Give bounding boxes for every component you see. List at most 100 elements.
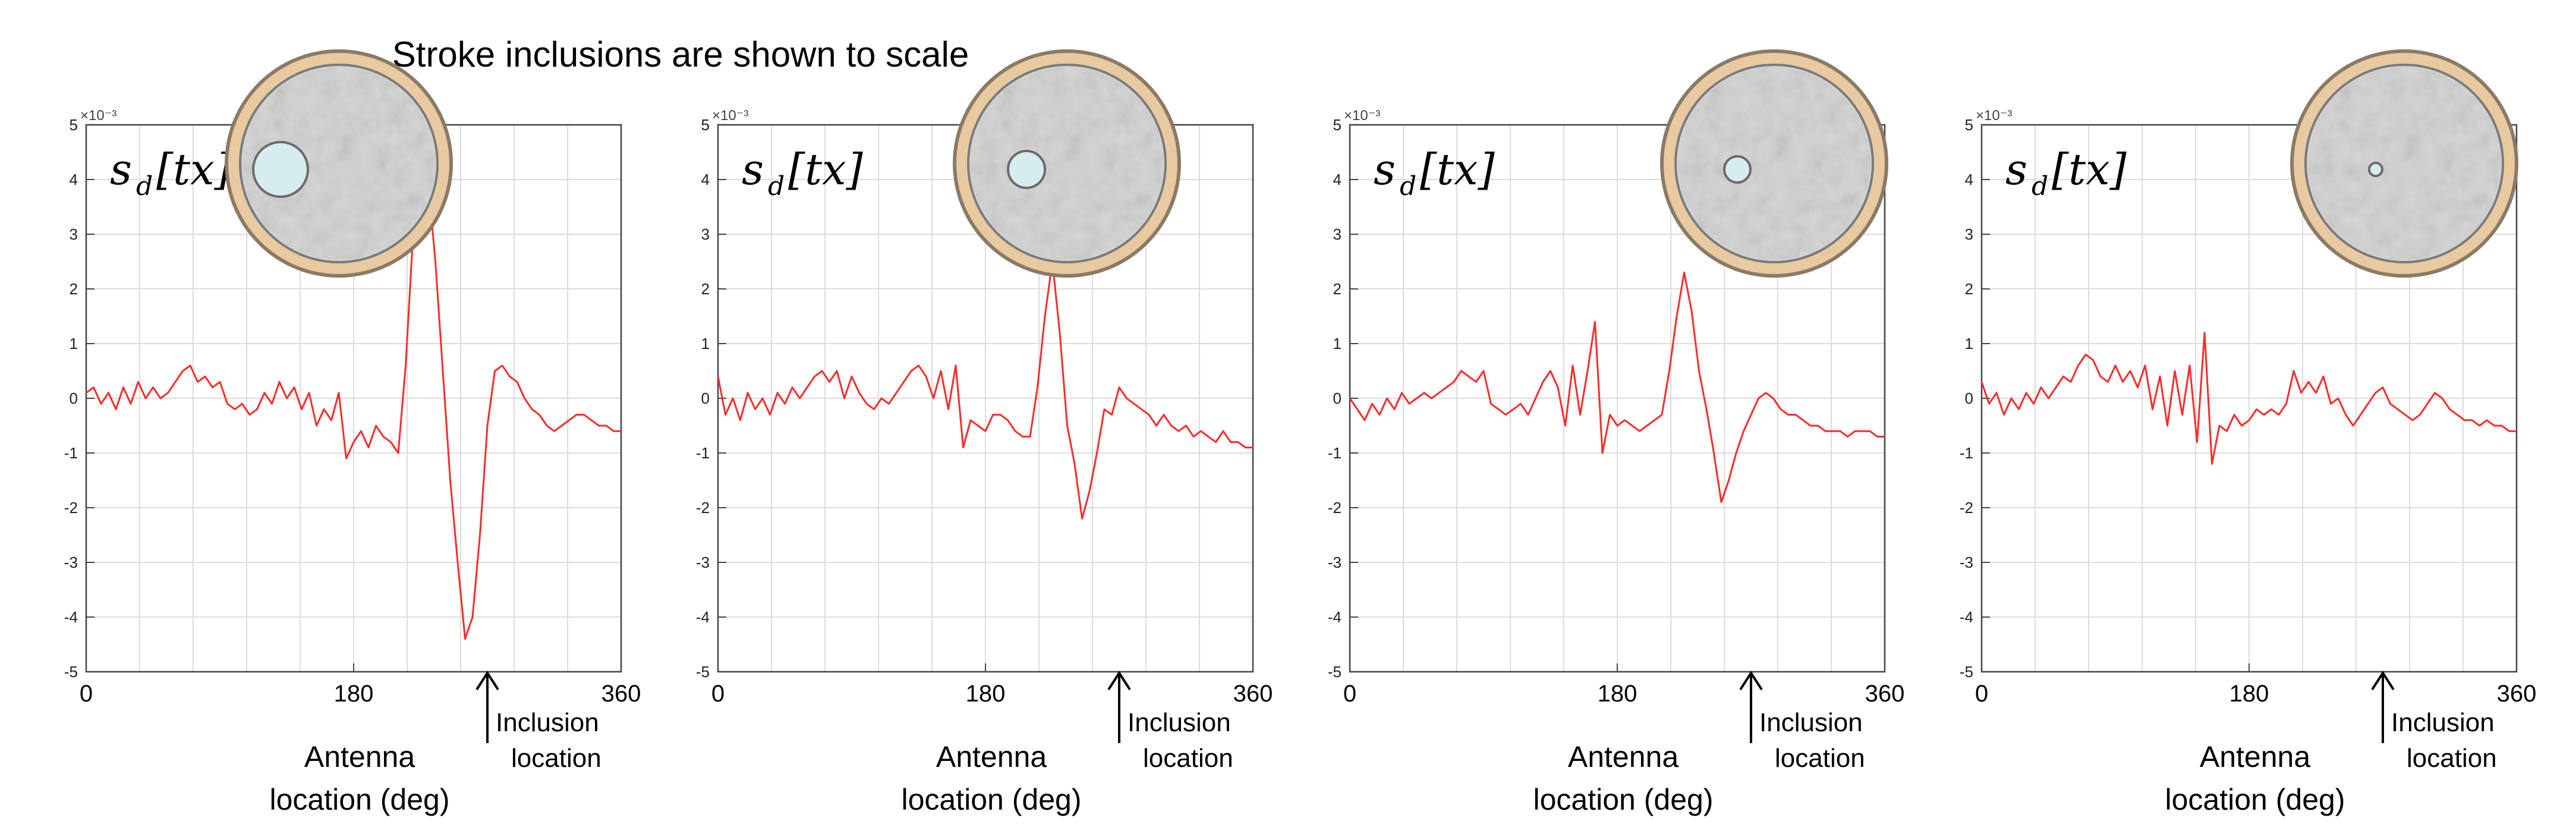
y-tick-label: 2 (1965, 280, 1973, 298)
panel-label: s d [tx] (742, 144, 864, 202)
y-tick-label: -2 (1960, 499, 1973, 517)
y-tick-label: -4 (64, 608, 78, 626)
x-tick-label: 360 (2497, 681, 2537, 707)
y-tick-label: 5 (70, 116, 78, 134)
x-tick-label: 180 (1598, 681, 1637, 707)
chart-panel-2: 5 4 3 2 1 0 -1 -2 -3 -4 -5 ×10⁻³ 0 180 360 s d [tx] Inclus… (696, 49, 1273, 816)
series-line (86, 151, 621, 640)
y-tick-label: 1 (70, 335, 78, 353)
x-tick-label: 0 (1343, 681, 1356, 707)
panel-label-main: s (742, 144, 764, 194)
inclusion-marker: Inclusion location (1107, 671, 1233, 773)
panel-label-bracket: [tx] (156, 144, 232, 194)
series-line (1349, 271, 1885, 504)
phantom-head (953, 49, 1181, 278)
y-exponent: ×10⁻³ (712, 108, 748, 124)
panel-label-bracket: [tx] (2052, 144, 2127, 194)
y-ticks: 5 4 3 2 1 0 -1 -2 -3 -4 -5 (1960, 116, 1990, 681)
y-tick-label: 4 (1333, 171, 1341, 188)
x-ticks: 0 180 360 (1343, 663, 1905, 707)
inclusion-arrow-head (2371, 671, 2395, 691)
y-exponent: ×10⁻³ (1344, 108, 1380, 124)
phantom-mottle (2308, 67, 2501, 260)
y-tick-label: -1 (64, 444, 78, 462)
x-axis-label: Antenna location (deg) (1533, 740, 1714, 816)
y-tick-label: 2 (1333, 280, 1341, 298)
y-tick-label: -2 (64, 499, 78, 517)
x-tick-label: 360 (602, 681, 641, 707)
inclusion-label-line2: location (511, 744, 602, 773)
y-ticks: 5 4 3 2 1 0 -1 -2 -3 -4 -5 (696, 116, 726, 681)
inclusion-label-line1: Inclusion (1128, 708, 1231, 737)
y-tick-label: 3 (70, 225, 78, 243)
inclusion-label-line1: Inclusion (2391, 708, 2495, 737)
inclusion-arrow-head (475, 671, 499, 691)
inclusion-arrow-head (1739, 671, 1763, 691)
figure-title: Stroke inclusions are shown to scale (392, 34, 969, 74)
panel-label-bracket: [tx] (1420, 144, 1495, 194)
x-label-line1: Antenna (304, 740, 415, 773)
panel-label-sub: d (136, 171, 153, 202)
y-tick-label: 4 (1965, 171, 1973, 188)
y-tick-label: 1 (1965, 335, 1973, 353)
inclusion-arrow-head (1107, 671, 1131, 691)
x-tick-label: 180 (2229, 681, 2269, 707)
y-ticks: 5 4 3 2 1 0 -1 -2 -3 -4 -5 (1328, 116, 1358, 681)
y-tick-label: -3 (696, 553, 710, 571)
inclusion-marker: Inclusion location (2371, 671, 2497, 773)
y-tick-label: 2 (70, 280, 78, 298)
y-tick-label: 3 (1333, 225, 1341, 243)
stroke-inclusion (252, 141, 309, 198)
series-line (1980, 332, 2517, 465)
x-label-line2: location (deg) (902, 783, 1082, 816)
y-tick-label: 1 (701, 335, 710, 353)
x-label-line1: Antenna (2200, 740, 2310, 773)
y-tick-label: -5 (1960, 663, 1973, 681)
y-tick-label: -1 (1960, 444, 1973, 462)
y-tick-label: 4 (70, 171, 78, 188)
y-tick-label: -1 (696, 444, 710, 462)
y-tick-label: -2 (696, 499, 710, 517)
y-tick-label: -5 (64, 663, 78, 681)
y-tick-label: 5 (1333, 116, 1341, 134)
y-tick-label: 3 (701, 225, 710, 243)
y-tick-label: 5 (701, 116, 710, 134)
y-tick-label: -3 (64, 553, 78, 571)
inclusion-label-line2: location (1143, 744, 1233, 773)
y-tick-label: 0 (1333, 389, 1341, 407)
phantom-head (225, 49, 453, 278)
x-axis-label: Antenna location (deg) (270, 740, 450, 816)
inclusion-label-line2: location (1775, 744, 1865, 773)
x-tick-label: 360 (1865, 681, 1905, 707)
y-tick-label: -3 (1328, 553, 1341, 571)
y-tick-label: -4 (1328, 608, 1341, 626)
y-tick-label: -5 (1328, 663, 1341, 681)
x-ticks: 0 180 360 (80, 663, 641, 707)
x-tick-label: 0 (711, 681, 725, 707)
phantom-texture (2308, 67, 2501, 260)
panel-label-main: s (1374, 144, 1396, 194)
y-exponent: ×10⁻³ (80, 108, 116, 124)
stroke-inclusion (1007, 150, 1046, 189)
panel-label: s d [tx] (2005, 144, 2127, 202)
x-label-line1: Antenna (936, 740, 1047, 773)
y-tick-label: 4 (701, 171, 710, 188)
y-tick-label: 1 (1333, 335, 1341, 353)
chart-panel-3: 5 4 3 2 1 0 -1 -2 -3 -4 -5 ×10⁻³ 0 180 360 s d [tx] Inclus… (1328, 49, 1905, 816)
x-ticks: 0 180 360 (1975, 663, 2537, 707)
x-label-line2: location (deg) (2165, 783, 2345, 816)
y-tick-label: -4 (696, 608, 710, 626)
panel-label-main: s (110, 144, 132, 194)
x-tick-label: 0 (1975, 681, 1988, 707)
chart-panel-4: 5 4 3 2 1 0 -1 -2 -3 -4 -5 ×10⁻³ 0 180 360 s d [tx] Inclus… (1960, 49, 2537, 816)
y-tick-label: -1 (1328, 444, 1341, 462)
y-tick-label: 0 (1965, 389, 1973, 407)
x-axis-label: Antenna location (deg) (2165, 740, 2345, 816)
x-label-line2: location (deg) (1533, 783, 1714, 816)
phantom-head (1660, 49, 1888, 278)
y-tick-label: 5 (1965, 116, 1973, 134)
y-exponent: ×10⁻³ (1976, 108, 2012, 124)
stroke-inclusion (1723, 155, 1752, 184)
chart-panel-1: 5 4 3 2 1 0 -1 -2 -3 -4 -5 ×10⁻³ 0 180 360 s d [tx] Inclus… (64, 49, 641, 816)
